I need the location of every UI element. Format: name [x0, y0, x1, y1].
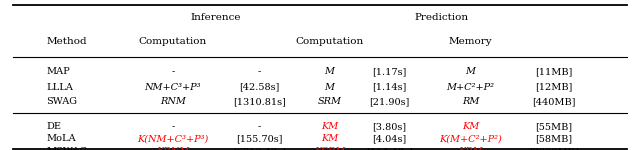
Text: [4.04s]: [4.04s]: [372, 134, 406, 143]
Text: Method: Method: [46, 38, 86, 46]
Text: [58MB]: [58MB]: [535, 134, 572, 143]
Text: SWAG: SWAG: [46, 98, 77, 106]
Text: [42.58s]: [42.58s]: [239, 82, 280, 91]
Text: [21.90s]: [21.90s]: [369, 98, 410, 106]
Text: K(NM+C³+P³): K(NM+C³+P³): [137, 134, 209, 143]
Text: [12MB]: [12MB]: [535, 82, 572, 91]
Text: [1310.81s]: [1310.81s]: [233, 98, 285, 106]
Text: K(M+C²+P²): K(M+C²+P²): [439, 134, 502, 143]
Text: Prediction: Prediction: [415, 14, 468, 22]
Text: LLLA: LLLA: [46, 82, 73, 91]
Text: M: M: [465, 68, 476, 76]
Text: SRM: SRM: [317, 98, 342, 106]
Text: [440MB]: [440MB]: [532, 98, 575, 106]
Text: DE: DE: [46, 122, 61, 131]
Text: MAP: MAP: [46, 68, 70, 76]
Text: [114.48s]: [114.48s]: [365, 147, 413, 150]
Text: -: -: [171, 122, 175, 131]
Text: M: M: [324, 68, 335, 76]
Text: [155.70s]: [155.70s]: [236, 134, 282, 143]
Text: MSWAG: MSWAG: [46, 147, 87, 150]
Text: MoLA: MoLA: [46, 134, 76, 143]
Text: [11MB]: [11MB]: [535, 68, 572, 76]
Text: [1.14s]: [1.14s]: [372, 82, 406, 91]
Text: [1.17s]: [1.17s]: [372, 68, 406, 76]
Text: KSRM: KSRM: [314, 147, 345, 150]
Text: KRM: KRM: [458, 147, 483, 150]
Text: Memory: Memory: [449, 38, 492, 46]
Text: RNM: RNM: [160, 98, 186, 106]
Text: Inference: Inference: [191, 14, 241, 22]
Text: -: -: [257, 68, 261, 76]
Text: M: M: [324, 82, 335, 91]
Text: KM: KM: [321, 122, 338, 131]
Text: -: -: [171, 68, 175, 76]
Text: M+C²+P²: M+C²+P²: [447, 82, 494, 91]
Text: Computation: Computation: [139, 38, 207, 46]
Text: [6718.42s]: [6718.42s]: [233, 147, 285, 150]
Text: [3.80s]: [3.80s]: [372, 122, 406, 131]
Text: RM: RM: [461, 98, 479, 106]
Text: [2200MB]: [2200MB]: [529, 147, 579, 150]
Text: KM: KM: [321, 134, 338, 143]
Text: Computation: Computation: [296, 38, 364, 46]
Text: -: -: [257, 122, 261, 131]
Text: KM: KM: [462, 122, 479, 131]
Text: KRNM: KRNM: [156, 147, 189, 150]
Text: NM+C³+P³: NM+C³+P³: [145, 82, 201, 91]
Text: [55MB]: [55MB]: [535, 122, 572, 131]
